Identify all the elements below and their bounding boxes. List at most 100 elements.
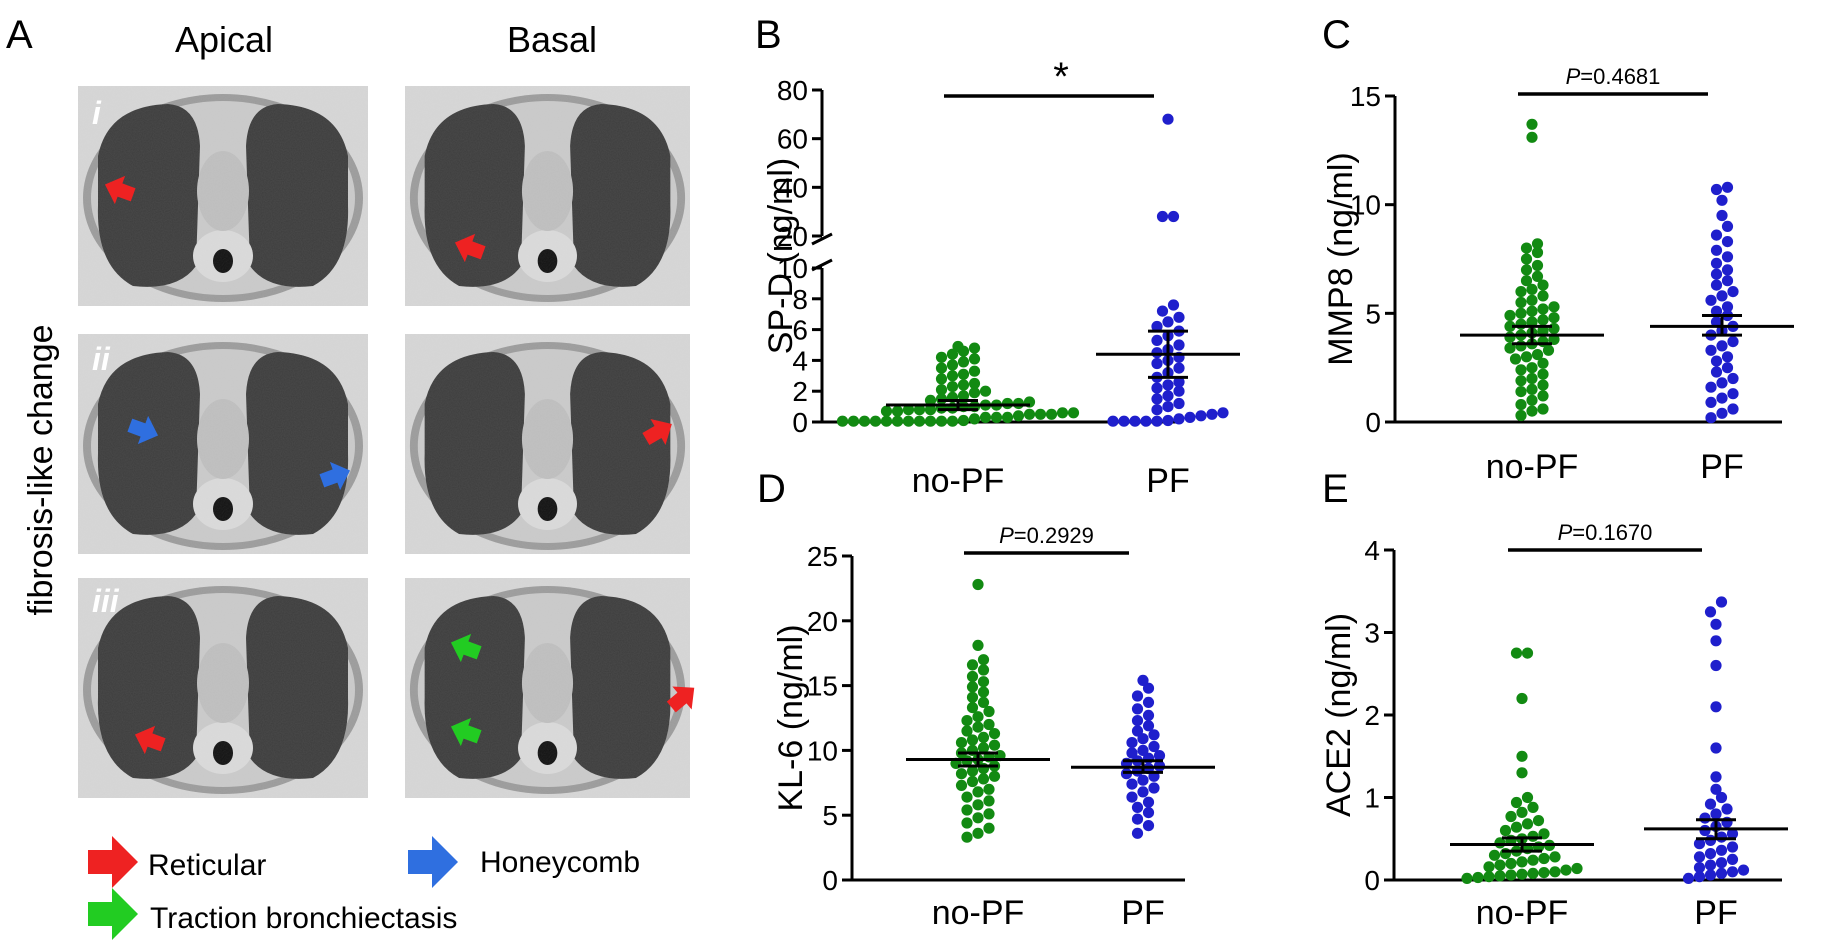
series-D-no-PF-point-40 (977, 696, 990, 709)
series-B-PF-point-4 (1151, 415, 1163, 427)
y-tick-label-D-0: 0 (822, 865, 838, 896)
series-B-no-PF-point-11 (957, 414, 970, 427)
series-B-no-PF-point-21 (1067, 407, 1080, 419)
series-D-no-PF-point-46 (977, 664, 990, 676)
ct-basal-iii (405, 578, 690, 798)
series-B-PF-point-22 (1173, 362, 1185, 374)
series-D-no-PF-point-45 (966, 670, 979, 683)
series-E-no-PF-point-0 (1461, 872, 1473, 885)
series-C-no-PF-point-43 (1526, 283, 1538, 295)
series-B-no-PF-point-46 (935, 373, 948, 385)
series-C-PF (1650, 181, 1794, 424)
series-D-PF-point-1 (1142, 820, 1155, 832)
series-B-no-PF-point-13 (979, 411, 992, 423)
y-tick-label-B-80: 80 (777, 75, 808, 106)
series-E-PF-point-1 (1693, 871, 1706, 883)
series-C-no-PF-point-31 (1526, 316, 1538, 328)
series-C-no-PF-point-54 (1526, 118, 1538, 130)
series-D-no-PF-point-8 (983, 795, 995, 807)
series-B-no-PF-point-26 (924, 404, 937, 416)
series-E-PF-point-17 (1726, 828, 1739, 840)
series-B-no-PF-point-2 (858, 415, 871, 427)
series-C-no-PF-point-41 (1537, 290, 1549, 302)
series-B-PF-point-29 (1151, 334, 1163, 346)
series-C-no-PF (1460, 118, 1604, 422)
series-C-no-PF-point-19 (1504, 342, 1516, 354)
panel-a: A Apical Basal fibrosis-like change i ii… (6, 13, 695, 940)
series-E-PF-point-14 (1693, 838, 1706, 850)
series-E-no-PF-point-16 (1538, 852, 1550, 865)
series-B-no-PF-point-23 (891, 405, 904, 417)
row-label-iii: iii (92, 583, 120, 619)
series-C-no-PF-point-38 (1548, 301, 1560, 313)
series-D-no-PF-point-3 (961, 817, 973, 829)
series-B-PF-point-13 (1173, 397, 1185, 410)
series-E-PF-point-15 (1704, 834, 1717, 847)
series-D-no-PF-point-16 (955, 768, 968, 780)
series-D-PF-point-10 (1137, 774, 1149, 786)
ct-basal-ii-texture (405, 334, 690, 554)
series-E-PF-point-3 (1715, 867, 1728, 880)
panel-c-letter: C (1322, 13, 1351, 57)
series-D-PF-point-20 (1126, 747, 1138, 759)
y-tick-label-E-2: 2 (1364, 700, 1380, 731)
series-B-no-PF-point-49 (968, 365, 981, 377)
series-B-no-PF-point-17 (1023, 408, 1036, 420)
series-D-no-PF-point-44 (977, 676, 990, 688)
series-C-PF-point-2 (1727, 403, 1739, 415)
series-D-PF-point-28 (1131, 715, 1144, 727)
series-D-no-PF-point-6 (961, 804, 973, 816)
series-C-PF-point-24 (1716, 290, 1728, 302)
series-C-PF-point-39 (1721, 181, 1734, 193)
series-C-no-PF-point-9 (1515, 375, 1527, 387)
series-C-no-PF-point-13 (1526, 362, 1538, 374)
series-B-PF-point-38 (1167, 210, 1180, 223)
series-E-PF-point-4 (1726, 866, 1739, 878)
series-E-PF (1644, 596, 1788, 885)
series-D-no-PF-point-49 (972, 639, 984, 652)
significance-star-B: * (1053, 55, 1069, 99)
series-B-PF-point-23 (1151, 357, 1163, 370)
series-D-PF-point-7 (1137, 786, 1149, 798)
y-tick-label-B-6: 6 (792, 315, 808, 346)
series-E-no-PF-point-38 (1516, 767, 1528, 779)
ct-arrows (104, 175, 695, 755)
series-C-PF-point-28 (1710, 268, 1723, 280)
series-C-PF-point-27 (1721, 275, 1734, 287)
series-C-PF-point-4 (1716, 392, 1728, 404)
series-B-PF-point-9 (1206, 408, 1218, 420)
series-C-no-PF-point-49 (1520, 253, 1533, 265)
series-B-no-PF-point-18 (1034, 408, 1047, 420)
series-B-PF-point-26 (1151, 347, 1163, 359)
series-B-PF-point-36 (1167, 299, 1180, 311)
series-C-no-PF-point-50 (1531, 246, 1544, 259)
series-E-no-PF (1450, 647, 1594, 885)
chart-C: C MMP8 (ng/ml) 0 5 10 15 no-PF PF P=0.4681 (1322, 13, 1794, 486)
series-D-no-PF-point-35 (983, 718, 995, 731)
series-B-no-PF-point-53 (968, 353, 981, 365)
series-D-no-PF-point-10 (972, 786, 984, 798)
series-E-no-PF-point-35 (1527, 801, 1539, 814)
series-D-no-PF-point-0 (961, 831, 973, 843)
series-E-PF-point-32 (1710, 618, 1722, 630)
series-D-no-PF-point-28 (988, 739, 1001, 751)
series-B-PF-point-0 (1107, 415, 1119, 427)
series-D-PF-point-23 (1126, 737, 1138, 749)
series-C-no-PF-point-12 (1515, 364, 1527, 376)
series-C-no-PF-point-4 (1526, 394, 1538, 406)
series-D-no-PF-point-47 (966, 659, 979, 671)
series-E-no-PF-point-12 (1494, 859, 1506, 871)
series-B-PF-point-10 (1217, 407, 1229, 419)
row-label-ii: ii (92, 341, 111, 377)
series-C-no-PF-point-46 (1531, 270, 1544, 282)
series-D-PF-point-22 (1148, 740, 1160, 753)
series-C-PF-point-34 (1710, 229, 1723, 241)
series-C-no-PF-point-1 (1526, 405, 1538, 417)
series-C-no-PF-point-29 (1504, 320, 1516, 332)
legend-reticular-label: Reticular (148, 849, 266, 882)
series-D-no-PF-point-42 (977, 686, 990, 698)
series-D-no-PF-point-7 (972, 799, 984, 811)
series-B-no-PF-point-12 (968, 413, 981, 425)
series-D-PF-point-30 (1131, 703, 1144, 715)
series-C-PF-point-38 (1710, 183, 1723, 196)
